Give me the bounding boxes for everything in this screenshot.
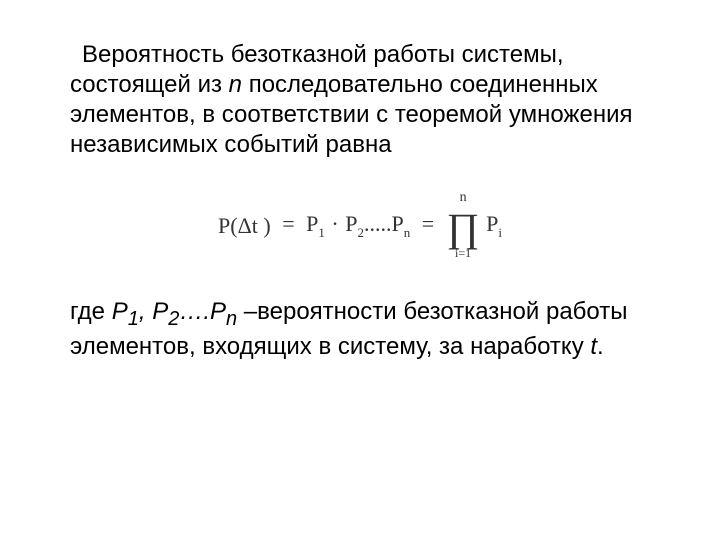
- text: P(: [218, 213, 238, 238]
- sub-i: i: [498, 225, 502, 240]
- text: ): [258, 213, 271, 238]
- var-P2: P2: [152, 298, 179, 325]
- period: .: [597, 333, 604, 360]
- formula: P(Δt ) = P1 · P2.....Pn = n ∏ i=1 Pi: [70, 190, 650, 261]
- var-P1: P1: [112, 298, 139, 325]
- sub-2: 2: [357, 225, 364, 240]
- slide: Вероятность безотказной работы системы, …: [0, 0, 720, 540]
- equals-2: =: [416, 211, 440, 236]
- P: P: [345, 211, 357, 236]
- formula-tail: Pi: [486, 211, 502, 240]
- var-n: n: [229, 71, 242, 98]
- product-lower: i=1: [447, 246, 480, 261]
- P: P: [391, 211, 403, 236]
- formula-lhs: P(Δt ): [218, 213, 271, 239]
- comma: ,: [139, 298, 152, 325]
- paragraph-intro: Вероятность безотказной работы системы, …: [70, 40, 650, 160]
- dots: .....: [364, 211, 392, 236]
- sub-1: 1: [318, 225, 325, 240]
- text: где: [70, 298, 112, 325]
- sub-n: n: [404, 225, 411, 240]
- pi-glyph: ∏: [447, 212, 480, 244]
- cdot: ·: [330, 211, 339, 236]
- product-symbol: n ∏ i=1: [447, 190, 480, 261]
- var-Pn: Pn: [210, 298, 237, 325]
- dots: ….: [179, 298, 210, 325]
- paragraph-where: где P1, P2….Pn –вероятности безотказной …: [70, 297, 650, 362]
- text: Δt: [238, 213, 258, 238]
- product-upper: n: [447, 190, 480, 206]
- formula-product-terms: P1 · P2.....Pn: [306, 211, 410, 240]
- P: P: [486, 211, 498, 236]
- P: P: [306, 211, 318, 236]
- equals-1: =: [276, 211, 300, 236]
